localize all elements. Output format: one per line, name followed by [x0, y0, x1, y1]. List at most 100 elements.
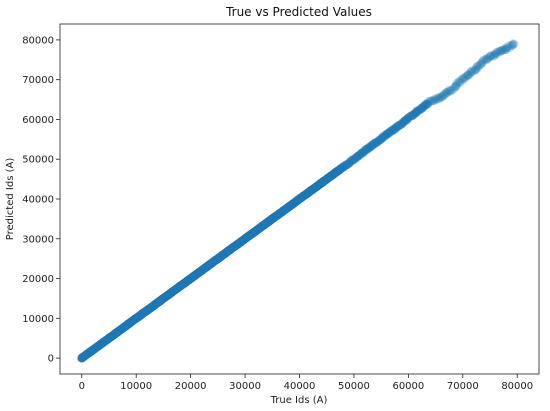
data-point [464, 69, 474, 79]
x-tick-label: 20000 [175, 381, 207, 392]
data-point [391, 122, 401, 132]
y-tick-label: 20000 [22, 274, 54, 285]
data-point [449, 82, 459, 92]
data-point [478, 55, 488, 65]
data-point [451, 81, 461, 91]
data-point [421, 100, 430, 109]
data-point [439, 89, 449, 99]
data-point [475, 60, 485, 70]
data-point [352, 152, 362, 162]
data-point [379, 132, 388, 141]
data-point [471, 64, 481, 74]
data-point [495, 46, 505, 56]
data-point [445, 86, 455, 96]
data-point [427, 96, 436, 106]
data-point [369, 139, 379, 149]
y-axis-ticks: 0 10000 20000 30000 40000 50000 60000 70000 8000… [22, 35, 60, 365]
data-point [359, 147, 369, 157]
data-point [448, 85, 458, 94]
data-point [409, 109, 419, 119]
data-point [394, 120, 404, 130]
data-point [481, 54, 491, 64]
data-point [442, 88, 452, 97]
data-point [437, 93, 447, 102]
data-point [489, 51, 499, 61]
data-point [485, 51, 495, 61]
data-point [352, 152, 362, 161]
data-point [365, 143, 374, 152]
data-point [413, 106, 423, 116]
data-point [374, 135, 384, 145]
data-point [405, 112, 415, 121]
y-axis-label: Predicted Ids (A) [5, 158, 16, 241]
chart-title: True vs Predicted Values [225, 5, 372, 19]
data-point [500, 45, 509, 55]
data-point [385, 127, 395, 137]
data-point [364, 143, 373, 153]
data-point [471, 63, 481, 73]
data-point [490, 49, 500, 59]
data-point [367, 141, 377, 150]
data-point [398, 118, 407, 127]
data-point [463, 70, 473, 80]
data-point [391, 124, 400, 134]
data-point [411, 107, 421, 117]
data-point [459, 75, 468, 84]
data-point [455, 78, 465, 88]
data-point [354, 151, 364, 161]
data-point [497, 46, 507, 55]
data-point [368, 139, 378, 149]
data-point [357, 148, 367, 158]
data-point [493, 47, 502, 57]
data-point [457, 74, 467, 84]
data-point [397, 119, 407, 129]
data-point [383, 128, 393, 138]
data-point [348, 155, 358, 164]
data-point [359, 147, 369, 157]
data-point [492, 49, 502, 59]
data-point [370, 139, 380, 149]
data-point [498, 45, 508, 55]
data-point [388, 125, 398, 135]
data-point [337, 163, 347, 173]
y-tick-label: 70000 [22, 75, 54, 86]
data-point [491, 48, 501, 58]
data-point [387, 125, 397, 135]
data-point [482, 55, 491, 65]
data-point [384, 129, 394, 139]
data-point [431, 95, 441, 105]
data-point [377, 133, 387, 143]
data-point [358, 148, 368, 158]
data-point [354, 151, 363, 161]
data-point [439, 90, 449, 100]
data-point [460, 73, 470, 82]
data-point [451, 79, 461, 89]
data-point [429, 95, 439, 104]
data-point [403, 113, 412, 123]
data-point [507, 41, 516, 51]
x-tick-label: 50000 [338, 381, 370, 392]
data-point [508, 40, 518, 50]
data-point [486, 52, 496, 61]
data-point [398, 118, 407, 128]
x-tick-label: 60000 [392, 381, 424, 392]
data-point [466, 68, 476, 77]
data-point [508, 38, 518, 48]
data-point [394, 121, 404, 130]
data-point [421, 99, 431, 109]
data-point [505, 43, 515, 52]
x-tick-label: 0 [79, 381, 85, 392]
data-point [445, 87, 454, 96]
data-point [466, 67, 476, 77]
data-point [421, 101, 430, 110]
data-point [463, 71, 472, 81]
y-tick-label: 10000 [22, 314, 54, 325]
data-point [427, 97, 436, 106]
data-point [436, 92, 446, 102]
x-tick-label: 80000 [501, 381, 533, 392]
data-point [357, 148, 366, 158]
data-point [389, 124, 398, 134]
data-point [336, 164, 345, 174]
data-point [441, 88, 451, 98]
